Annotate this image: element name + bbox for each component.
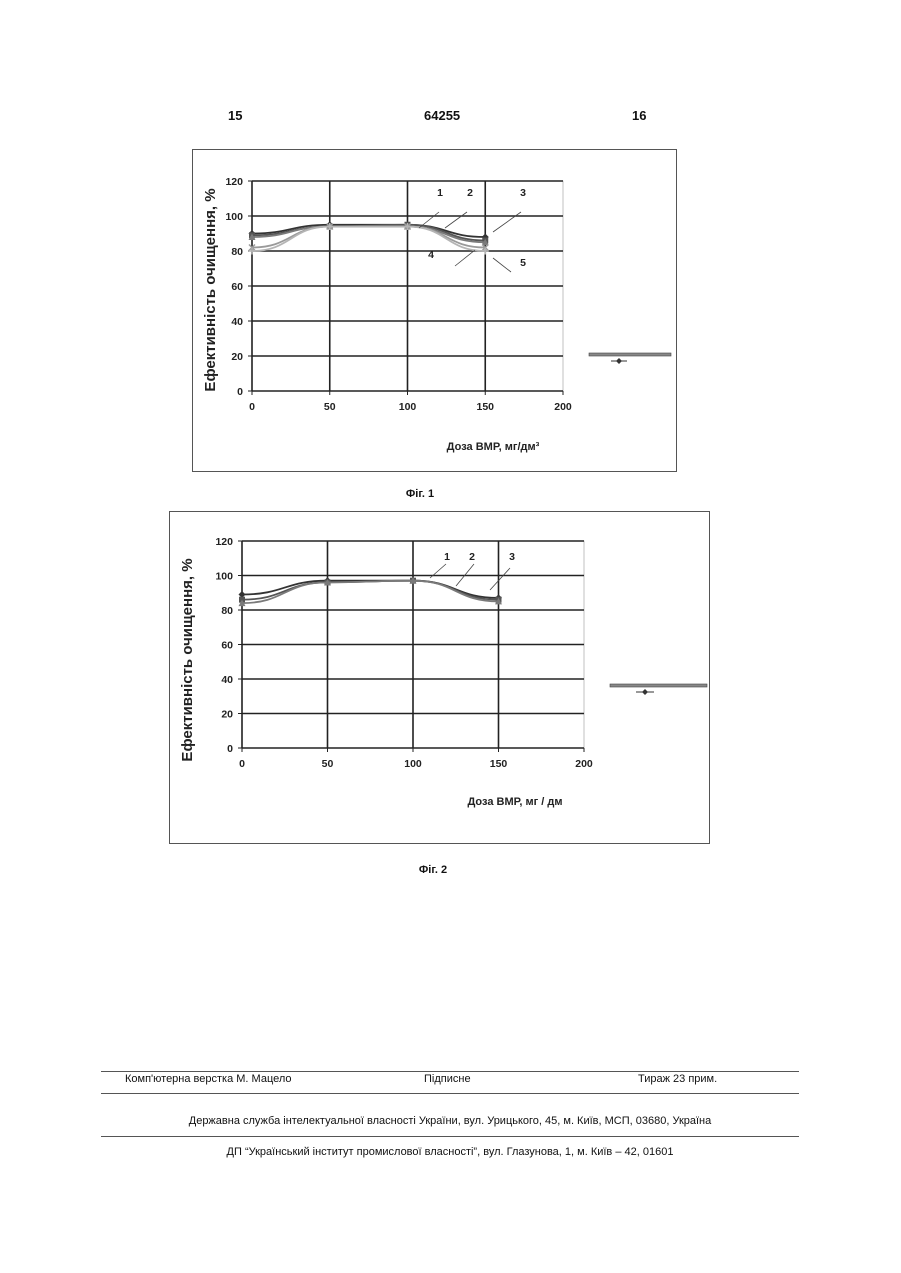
y-tick-label: 20	[221, 709, 233, 721]
y-tick-label: 60	[231, 281, 243, 293]
footer-divider	[101, 1136, 799, 1137]
y-tick-label: 100	[225, 211, 243, 223]
figure-1-chart: 0 20 40 60 80 100 120 0 50 100 150 200 1 2 3 4 5 Ефекти…	[192, 149, 677, 472]
footer-divider	[101, 1093, 799, 1094]
legend-bar	[610, 684, 707, 687]
legend-marker	[642, 689, 648, 695]
curve-label: 3	[520, 187, 526, 199]
page-number-right: 16	[632, 108, 646, 123]
curve-label: 1	[437, 187, 443, 199]
footer-layout: Комп'ютерна верстка М. Мацело	[125, 1073, 292, 1085]
curve-label: 2	[467, 187, 473, 199]
x-tick-label: 200	[575, 758, 593, 770]
footer-circulation: Тираж 23 прим.	[638, 1073, 717, 1085]
x-tick-label: 100	[404, 758, 422, 770]
curve-label: 4	[428, 249, 434, 261]
figure-2-chart: 0 20 40 60 80 100 120 0 50 100 150 200 1 2 3 Ефективн…	[169, 511, 710, 844]
y-tick-label: 80	[221, 605, 233, 617]
legend-bar	[589, 353, 671, 356]
figure-1-xlabel: Доза ВМР, мг/дм³	[447, 441, 540, 453]
x-tick-label: 0	[239, 758, 245, 770]
curve-label: 2	[469, 551, 475, 563]
figure-2-caption: Фіг. 2	[393, 864, 473, 876]
y-tick-label: 80	[231, 246, 243, 258]
y-tick-label: 0	[227, 743, 233, 755]
y-tick-label: 120	[225, 176, 243, 188]
y-tick-label: 100	[215, 571, 233, 583]
footer-office: Державна служба інтелектуальної власност…	[101, 1115, 799, 1127]
figure-2-xlabel: Доза ВМР, мг / дм	[467, 796, 562, 808]
x-tick-label: 150	[476, 401, 494, 413]
footer-institute: ДП “Український інститут промислової вла…	[101, 1146, 799, 1158]
y-tick-label: 40	[231, 316, 243, 328]
figure-2-plot: 0 20 40 60 80 100 120 0 50 100 150 200 1 2 3 Ефективн…	[170, 512, 709, 843]
patent-number: 64255	[424, 108, 460, 123]
x-tick-label: 100	[399, 401, 417, 413]
y-tick-label: 60	[221, 640, 233, 652]
y-tick-label: 40	[221, 674, 233, 686]
footer-divider	[101, 1071, 799, 1072]
x-tick-label: 50	[324, 401, 336, 413]
x-tick-label: 50	[322, 758, 334, 770]
y-tick-label: 20	[231, 351, 243, 363]
figure-1-ylabel: Ефективність очищення, %	[202, 188, 219, 391]
curve-label: 5	[520, 257, 526, 269]
legend-marker	[616, 358, 622, 364]
figure-2-ylabel: Ефективність очищення, %	[179, 558, 196, 761]
x-tick-label: 150	[490, 758, 508, 770]
y-tick-label: 120	[215, 536, 233, 548]
x-tick-label: 200	[554, 401, 572, 413]
curve-label: 3	[509, 551, 515, 563]
figure-1-caption: Фіг. 1	[380, 488, 460, 500]
x-tick-label: 0	[249, 401, 255, 413]
footer-signed: Підписне	[424, 1073, 471, 1085]
curve-label: 1	[444, 551, 450, 563]
page-number-left: 15	[228, 108, 242, 123]
figure-1-plot: 0 20 40 60 80 100 120 0 50 100 150 200 1 2 3 4 5 Ефекти…	[193, 150, 676, 471]
y-tick-label: 0	[237, 386, 243, 398]
